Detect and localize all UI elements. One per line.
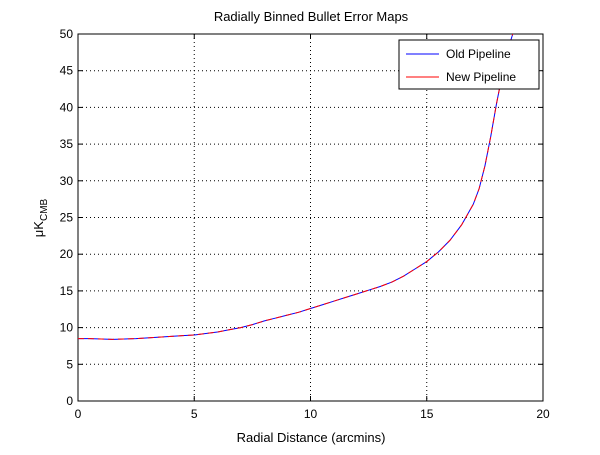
grid-lines [78, 34, 543, 401]
series-lines [78, 34, 514, 340]
y-tick-label: 5 [66, 357, 73, 371]
y-tick-label: 20 [60, 247, 74, 261]
y-tick-label: 10 [60, 321, 74, 335]
y-axis-label-subscript: CMB [39, 198, 50, 221]
legend-box [398, 39, 540, 90]
series-line-new-pipeline [78, 34, 514, 340]
x-tick-label: 10 [304, 407, 318, 421]
y-axis-label: μKCMB [31, 198, 50, 237]
chart-title: Radially Binned Bullet Error Maps [214, 9, 409, 24]
legend: Old Pipeline New Pipeline [398, 39, 540, 90]
y-tick-label: 0 [66, 394, 73, 408]
legend-label-old-pipeline: Old Pipeline [446, 47, 511, 61]
y-axis-label-main: μK [31, 221, 46, 237]
x-tick-label: 20 [536, 407, 550, 421]
y-tick-label: 40 [60, 100, 74, 114]
x-axis-label: Radial Distance (arcmins) [237, 430, 386, 445]
x-tick-label: 15 [420, 407, 434, 421]
axis-ticks: 0 5 10 15 20 0 5 10 15 20 25 30 35 40 45 50 [60, 27, 550, 421]
y-tick-label: 25 [60, 211, 74, 225]
y-tick-label: 50 [60, 27, 74, 41]
x-tick-label: 5 [191, 407, 198, 421]
y-tick-label: 45 [60, 64, 74, 78]
y-tick-label: 35 [60, 137, 74, 151]
y-tick-label: 15 [60, 284, 74, 298]
y-tick-label: 30 [60, 174, 74, 188]
x-tick-label: 0 [75, 407, 82, 421]
legend-label-new-pipeline: New Pipeline [446, 70, 516, 84]
